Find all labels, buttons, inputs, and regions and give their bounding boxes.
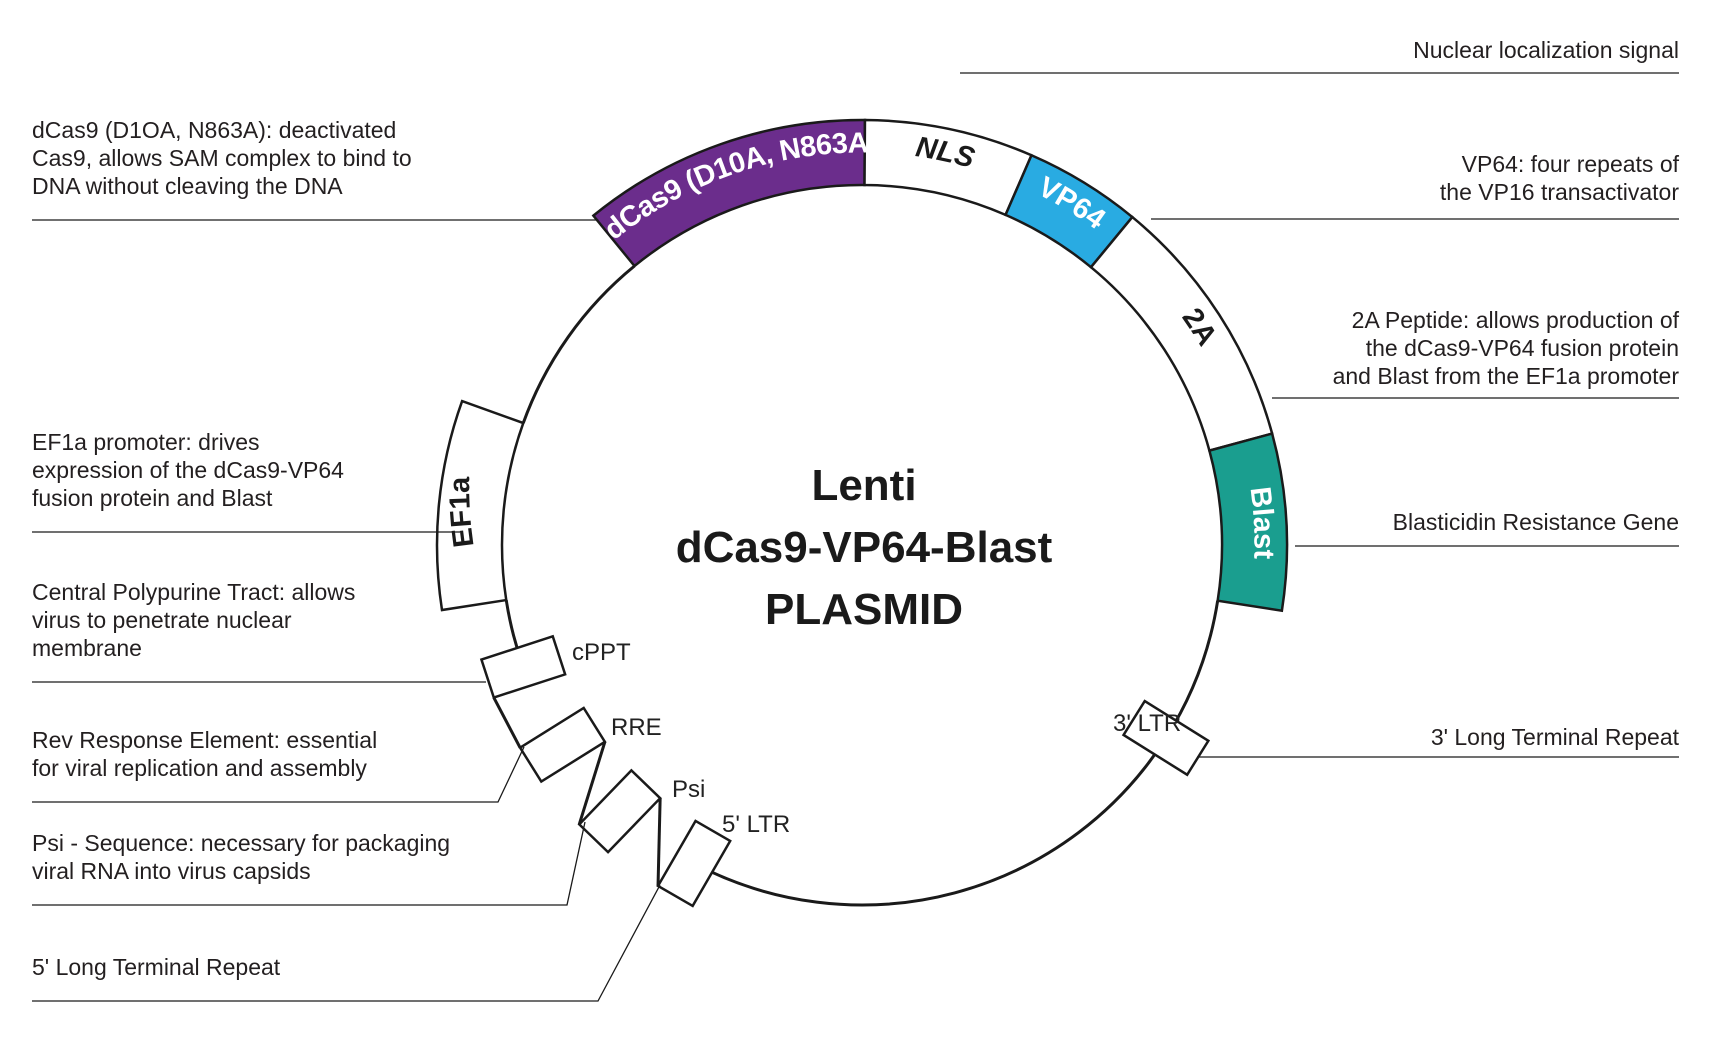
svg-text:Nuclear localization signal: Nuclear localization signal — [1413, 37, 1679, 63]
svg-text:PLASMID: PLASMID — [765, 585, 963, 634]
svg-text:and Blast from the EF1a promot: and Blast from the EF1a promoter — [1333, 363, 1680, 389]
svg-text:RRE: RRE — [611, 714, 662, 741]
svg-text:Psi: Psi — [672, 776, 705, 803]
svg-text:for viral replication and asse: for viral replication and assembly — [32, 755, 367, 781]
svg-text:the dCas9-VP64 fusion protein: the dCas9-VP64 fusion protein — [1366, 335, 1679, 361]
svg-text:VP64: four repeats of: VP64: four repeats of — [1462, 151, 1680, 177]
svg-text:Cas9, allows SAM complex to bi: Cas9, allows SAM complex to bind to — [32, 145, 412, 171]
svg-text:5' Long Terminal Repeat: 5' Long Terminal Repeat — [32, 954, 281, 980]
svg-text:dCas9-VP64-Blast: dCas9-VP64-Blast — [676, 523, 1053, 572]
svg-text:DNA without cleaving the DNA: DNA without cleaving the DNA — [32, 173, 343, 199]
svg-text:Psi - Sequence: necessary for: Psi - Sequence: necessary for packaging — [32, 830, 450, 856]
svg-text:Lenti: Lenti — [811, 461, 916, 510]
svg-text:Blasticidin Resistance Gene: Blasticidin Resistance Gene — [1393, 509, 1679, 535]
svg-text:viral RNA into virus capsids: viral RNA into virus capsids — [32, 858, 311, 884]
svg-text:EF1a promoter: drives: EF1a promoter: drives — [32, 429, 260, 455]
svg-text:3' Long Terminal Repeat: 3' Long Terminal Repeat — [1431, 724, 1680, 750]
svg-text:cPPT: cPPT — [572, 639, 631, 666]
svg-text:dCas9 (D1OA, N863A): deactivat: dCas9 (D1OA, N863A): deactivated — [32, 117, 396, 143]
svg-text:the VP16 transactivator: the VP16 transactivator — [1440, 179, 1679, 205]
svg-text:2A Peptide: allows production: 2A Peptide: allows production of — [1352, 307, 1680, 333]
svg-text:membrane: membrane — [32, 635, 142, 661]
svg-text:Rev Response Element: essentia: Rev Response Element: essential — [32, 727, 377, 753]
svg-text:expression of the dCas9-VP64: expression of the dCas9-VP64 — [32, 457, 344, 483]
svg-text:EF1a: EF1a — [444, 476, 480, 549]
svg-text:Blast: Blast — [1244, 485, 1280, 560]
svg-text:fusion protein and Blast: fusion protein and Blast — [32, 485, 273, 511]
svg-text:5' LTR: 5' LTR — [722, 811, 790, 838]
svg-text:Central Polypurine Tract: allo: Central Polypurine Tract: allows — [32, 579, 355, 605]
svg-text:virus to penetrate nuclear: virus to penetrate nuclear — [32, 607, 292, 633]
svg-text:3' LTR: 3' LTR — [1113, 710, 1181, 737]
